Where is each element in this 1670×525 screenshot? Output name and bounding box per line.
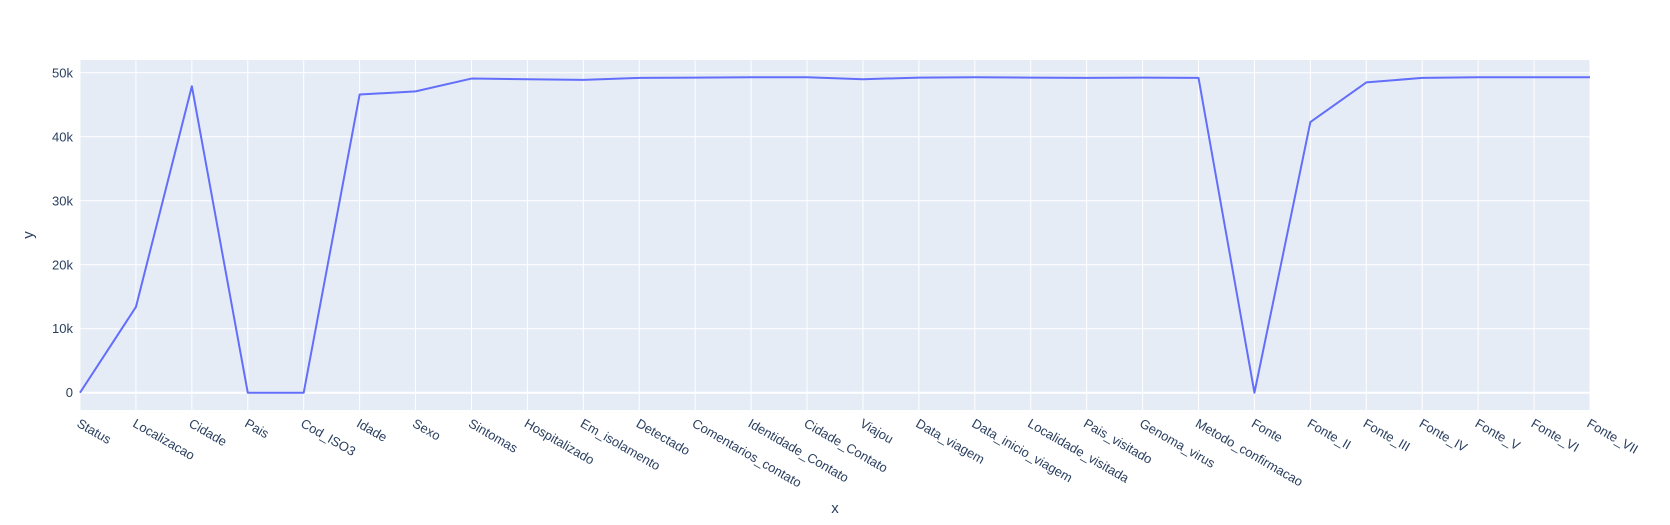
x-tick-label: Fonte bbox=[1249, 416, 1285, 446]
x-tick-label: Viajou bbox=[857, 416, 896, 447]
x-tick-label: Localidade_visitada bbox=[1025, 416, 1132, 486]
y-axis: 0 10k 20k 30k 40k 50k bbox=[52, 65, 73, 400]
y-axis-title: y bbox=[20, 231, 37, 239]
y-tick-label: 20k bbox=[52, 257, 73, 272]
x-tick-label: Fonte_II bbox=[1305, 416, 1354, 453]
x-tick-label: Cidade bbox=[186, 416, 229, 450]
x-tick-label: Pais bbox=[242, 416, 272, 442]
series-layer bbox=[79, 76, 1590, 394]
gridlines bbox=[79, 60, 1591, 410]
x-tick-label: Fonte_III bbox=[1361, 416, 1413, 455]
x-tick-label: Data_inicio_viagem bbox=[969, 416, 1075, 486]
plot-background bbox=[80, 60, 1590, 410]
y-tick-label: 30k bbox=[52, 193, 73, 208]
x-tick-label: Fonte_IV bbox=[1417, 416, 1470, 456]
series-line bbox=[79, 76, 1590, 394]
x-tick-label: Cod_ISO3 bbox=[298, 416, 358, 459]
y-tick-label: 0 bbox=[66, 385, 73, 400]
x-axis-title: x bbox=[831, 500, 839, 517]
x-tick-label: Fonte_VII bbox=[1585, 416, 1641, 457]
x-tick-label: Status bbox=[75, 416, 115, 448]
x-tick-label: Fonte_V bbox=[1473, 416, 1523, 454]
x-tick-label: Fonte_VI bbox=[1529, 416, 1582, 455]
y-tick-label: 10k bbox=[52, 321, 73, 336]
y-tick-label: 50k bbox=[52, 65, 73, 80]
x-tick-label: Sintomas bbox=[466, 416, 521, 456]
x-tick-label: Sexo bbox=[410, 416, 443, 444]
x-tick-label: Localizacao bbox=[130, 416, 197, 463]
x-tick-label: Idade bbox=[354, 416, 390, 445]
y-tick-label: 40k bbox=[52, 129, 73, 144]
